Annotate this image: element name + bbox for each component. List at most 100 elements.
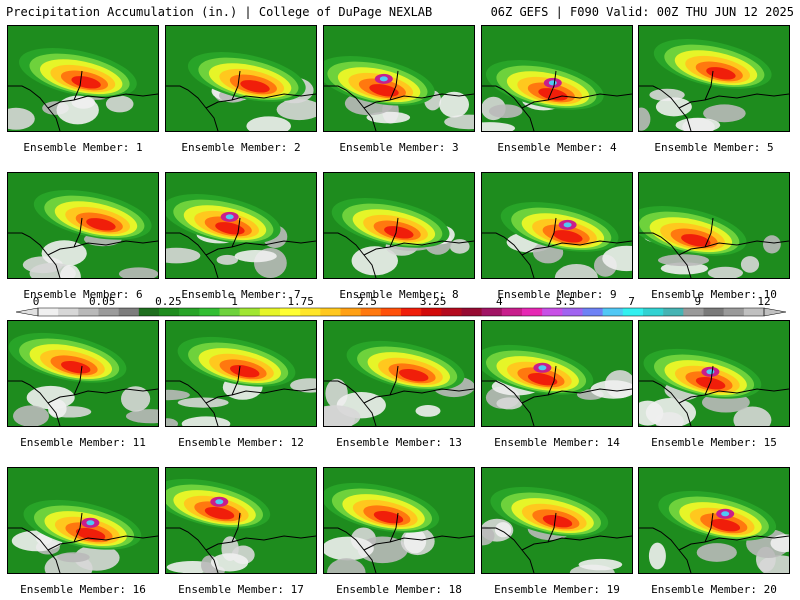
precip-map [324,468,474,573]
colorbar-swatch [340,308,361,316]
precip-map [639,173,789,278]
precip-map [166,26,316,131]
ensemble-member-caption: Ensemble Member: 7 [181,288,301,301]
precip-map [482,468,632,573]
ensemble-member-map [481,172,633,279]
precip-map [166,173,316,278]
colorbar-swatch [703,308,724,316]
ensemble-member-map [7,25,159,132]
colorbar-swatch [320,308,341,316]
colorbar-swatch [663,308,684,316]
precip-map [639,26,789,131]
ensemble-member-map [638,467,790,574]
colorbar-swatch [360,308,382,316]
colorbar-tick-label: 7 [628,295,635,308]
colorbar-tick-label: 1 [231,295,238,308]
precip-map [639,468,789,573]
colorbar-arrow-right [763,307,787,317]
precip-map [324,173,474,278]
ensemble-member-caption: Ensemble Member: 13 [336,436,462,449]
ensemble-member-map [638,172,790,279]
colorbar-swatch [98,308,119,316]
precip-map [166,321,316,426]
precip-map [8,26,158,131]
colorbar-swatch [421,308,442,316]
colorbar-swatch [118,308,140,316]
colorbar-swatch [138,308,160,316]
ensemble-member-map [638,320,790,427]
colorbar-swatch [159,308,180,316]
colorbar-swatch [723,308,745,316]
colorbar-tick-label: 9 [694,295,701,308]
ensemble-member-map [323,320,475,427]
colorbar-tick-label: 0.25 [155,295,182,308]
colorbar-tick-label: 0.05 [89,295,116,308]
ensemble-member-caption: Ensemble Member: 10 [651,288,777,301]
colorbar-swatch [179,308,200,316]
ensemble-member-map [165,467,317,574]
colorbar-swatch [441,308,462,316]
colorbar-tick-label: 2.5 [357,295,377,308]
ensemble-member-caption: Ensemble Member: 14 [494,436,620,449]
ensemble-member-caption: Ensemble Member: 8 [339,288,459,301]
colorbar-swatch [501,308,523,316]
ensemble-member-caption: Ensemble Member: 19 [494,583,620,596]
colorbar-swatch [401,308,422,316]
colorbar-swatch [78,308,99,316]
ensemble-member-map [323,25,475,132]
ensemble-member-map [323,172,475,279]
ensemble-member-map [7,467,159,574]
colorbar-tick-label: 1.75 [287,295,314,308]
precip-map [324,26,474,131]
colorbar-swatch [300,308,321,316]
ensemble-member-caption: Ensemble Member: 17 [178,583,304,596]
colorbar-swatch [380,308,402,316]
precip-map [482,26,632,131]
ensemble-member-map [7,320,159,427]
colorbar-swatch [542,308,563,316]
ensemble-member-caption: Ensemble Member: 11 [20,436,146,449]
ensemble-member-caption: Ensemble Member: 4 [497,141,617,154]
precip-map [482,173,632,278]
precip-map [639,321,789,426]
precip-map [166,468,316,573]
ensemble-member-map [481,467,633,574]
ensemble-member-map [638,25,790,132]
colorbar-swatch [743,308,765,316]
precip-map [8,321,158,426]
colorbar-swatch [461,308,482,316]
ensemble-member-map [165,25,317,132]
colorbar-swatch [199,308,220,316]
header-run-info: 06Z GEFS | F090 Valid: 00Z THU JUN 12 20… [490,5,794,19]
colorbar-tick-label: 0 [33,295,40,308]
ensemble-member-map [7,172,159,279]
colorbar-tick-label: 4 [496,295,503,308]
ensemble-member-map [481,320,633,427]
colorbar-swatch [280,308,301,316]
colorbar-swatch [602,308,624,316]
colorbar-tick-label: 5.5 [556,295,576,308]
ensemble-member-caption: Ensemble Member: 2 [181,141,301,154]
precip-map [8,468,158,573]
precip-map [8,173,158,278]
colorbar-swatch [239,308,261,316]
colorbar-swatch [582,308,603,316]
ensemble-member-caption: Ensemble Member: 1 [23,141,143,154]
ensemble-member-caption: Ensemble Member: 18 [336,583,462,596]
ensemble-member-caption: Ensemble Member: 15 [651,436,777,449]
colorbar-swatch [38,308,59,316]
colorbar-swatch [259,308,281,316]
colorbar-swatch [622,308,644,316]
precip-map [482,321,632,426]
ensemble-member-caption: Ensemble Member: 9 [497,288,617,301]
precip-map [324,321,474,426]
ensemble-member-map [165,320,317,427]
colorbar-swatch [683,308,704,316]
ensemble-member-map [165,172,317,279]
ensemble-member-map [481,25,633,132]
colorbar-swatch [643,308,664,316]
colorbar-swatch [481,308,503,316]
colorbar-arrow-left [15,307,39,317]
header-title: Precipitation Accumulation (in.) | Colle… [6,5,433,19]
